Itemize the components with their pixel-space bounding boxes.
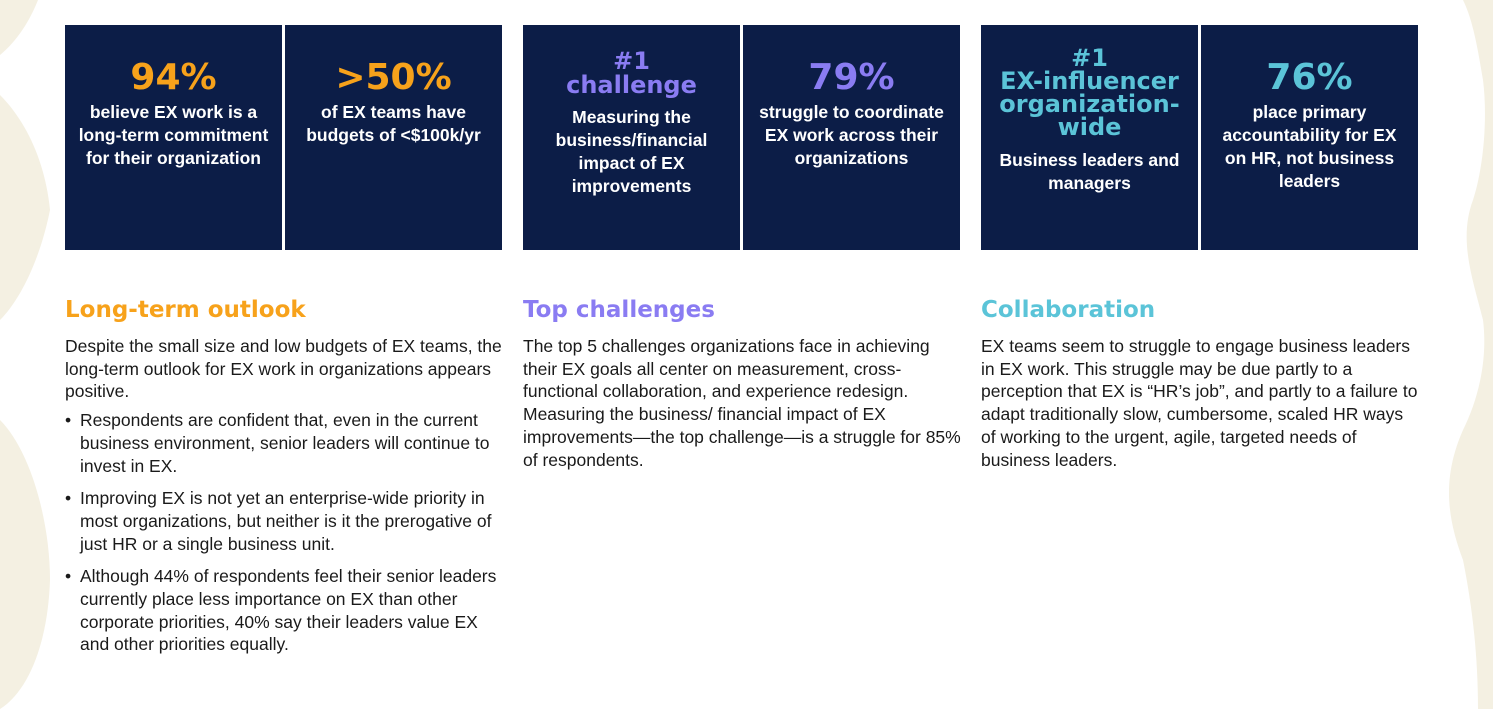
list-item: • Improving EX is not yet an enterprise-w… bbox=[65, 487, 505, 555]
bullet-icon: • bbox=[65, 410, 72, 431]
section-collaboration: Collaboration EX teams seem to struggle … bbox=[981, 295, 1421, 471]
section-body: The top 5 challenges organizations face … bbox=[523, 336, 961, 470]
stat-value: 94% bbox=[130, 57, 217, 98]
section-heading: Long-term outlook bbox=[65, 297, 306, 323]
stat-card-94-percent: 94% believe EX work is a long-term commi… bbox=[65, 25, 282, 250]
stat-value: >50% bbox=[335, 57, 452, 98]
section-top-challenges: Top challenges The top 5 challenges orga… bbox=[523, 295, 963, 471]
list-item-text: Improving EX is not yet an enterprise-wi… bbox=[80, 488, 492, 554]
section-long-term-outlook: Long-term outlook Despite the small size… bbox=[65, 295, 505, 666]
list-item: • Although 44% of respondents feel their … bbox=[65, 565, 505, 656]
stat-card-top-influencer: #1 EX-influencer organization-wide Busin… bbox=[981, 25, 1198, 250]
bullet-list: • Respondents are confident that, even in… bbox=[65, 409, 505, 656]
section-heading: Top challenges bbox=[523, 297, 715, 323]
decorative-background-shape-right bbox=[1449, 0, 1493, 709]
stat-card-76-percent: 76% place primary accountability for EX … bbox=[1201, 25, 1418, 250]
stat-description: place primary accountability for EX on H… bbox=[1222, 102, 1397, 191]
bullet-icon: • bbox=[65, 566, 72, 587]
stat-card-top-challenge: #1 challenge Measuring the business/fina… bbox=[523, 25, 740, 250]
bullet-icon: • bbox=[65, 488, 72, 509]
stat-description: of EX teams have budgets of <$100k/yr bbox=[306, 102, 481, 145]
stat-card-budgets: >50% of EX teams have budgets of <$100k/… bbox=[285, 25, 502, 250]
decorative-background-shape-left bbox=[0, 0, 50, 709]
list-item-text: Although 44% of respondents feel their s… bbox=[80, 566, 497, 655]
list-item-text: Respondents are confident that, even in … bbox=[80, 410, 490, 476]
section-heading: Collaboration bbox=[981, 297, 1156, 323]
stat-value: 76% bbox=[1266, 57, 1353, 98]
section-intro: Despite the small size and low budgets o… bbox=[65, 336, 502, 402]
stat-rank: #1 bbox=[613, 47, 650, 75]
stat-description: Measuring the business/financial impact … bbox=[555, 107, 708, 196]
list-item: • Respondents are confident that, even in… bbox=[65, 409, 505, 477]
section-body: EX teams seem to struggle to engage busi… bbox=[981, 336, 1418, 470]
stat-description: believe EX work is a long-term commitmen… bbox=[78, 102, 269, 168]
stat-description: Business leaders and managers bbox=[999, 150, 1180, 193]
stat-value: 79% bbox=[808, 57, 895, 98]
stat-card-79-percent: 79% struggle to coordinate EX work acros… bbox=[743, 25, 960, 250]
stat-description: struggle to coordinate EX work across th… bbox=[759, 102, 944, 168]
stat-value: EX-influencer organization-wide bbox=[999, 67, 1180, 141]
stat-rank: #1 bbox=[1071, 44, 1108, 72]
stat-value: challenge bbox=[566, 71, 697, 99]
